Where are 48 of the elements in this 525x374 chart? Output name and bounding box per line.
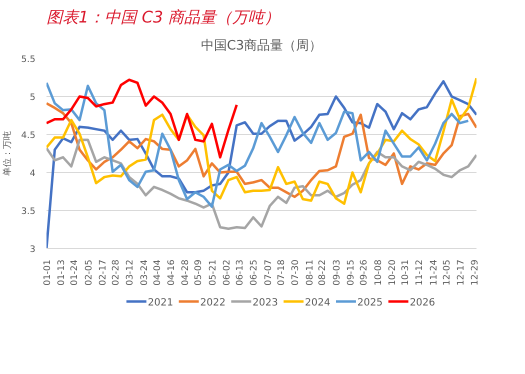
y-tick-label: 5.5 [21,55,36,65]
y-tick-label: 4.5 [21,131,36,141]
x-tick-label: 09-15 [346,259,357,286]
x-tick-label: 07-18 [276,259,287,286]
x-tick-label: 08-11 [305,259,316,286]
y-tick-label: 4 [30,169,36,179]
x-tick-label: 02-05 [84,259,94,286]
chart-subtitle: 中国C3商品量（周） [200,38,322,54]
x-tick-label: 05-09 [194,259,204,286]
x-tick-label: 10-31 [400,259,411,286]
x-tick-label: 01-13 [57,259,68,286]
x-tick-label: 03-24 [140,259,150,286]
legend-label: 2024 [304,298,330,308]
y-tick-label: 3.5 [21,207,36,217]
x-tick-label: 05-21 [208,259,218,286]
x-tick-label: 06-25 [250,259,260,286]
legend-label: 2026 [410,298,436,308]
x-tick-label: 12-29 [470,259,481,286]
x-tick-label: 04-04 [152,259,163,286]
legend-label: 2021 [148,298,174,308]
chart-title: 图表1：中国 C3 商品量（万吨） [46,8,280,26]
x-tick-label: 01-01 [43,259,53,286]
x-tick-label: 04-28 [181,259,192,286]
x-tick-label: 10-08 [374,259,384,286]
x-tick-label: 04-16 [167,259,178,286]
y-axis-title: 单位：万吨 [2,131,14,176]
x-tick-label: 09-03 [332,259,342,286]
legend-label: 2023 [252,298,278,308]
x-tick-label: 11-24 [429,259,440,286]
x-tick-label: 06-13 [236,259,246,286]
x-tick-label: 09-26 [360,259,370,286]
x-tick-label: 03-12 [126,259,136,286]
x-tick-label: 08-22 [318,259,328,286]
x-tick-label: 10-20 [388,259,398,286]
x-tick-label: 07-30 [291,259,302,286]
x-tick-label: 11-12 [415,259,426,286]
x-tick-label: 01-24 [70,259,80,286]
y-tick-label: 5 [30,93,36,103]
legend-label: 2022 [200,298,226,308]
x-tick-label: 02-28 [112,259,122,286]
x-tick-label: 07-07 [264,259,274,286]
line-series [46,78,238,159]
legend-label: 2025 [357,298,383,308]
y-tick-label: 3 [30,245,36,255]
x-tick-label: 02-17 [98,259,109,286]
x-tick-label: 12-05 [442,259,452,286]
x-tick-label: 12-17 [456,259,466,286]
x-tick-label: 06-02 [222,259,233,286]
